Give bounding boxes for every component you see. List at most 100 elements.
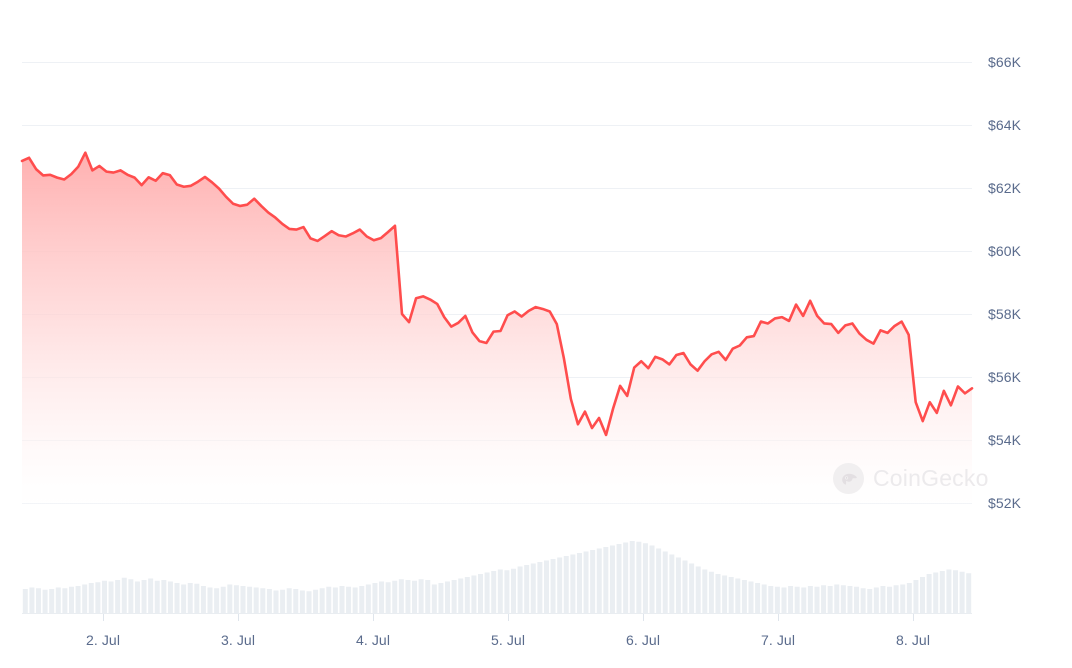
volume-bar[interactable]: [920, 577, 926, 613]
volume-bar[interactable]: [161, 580, 167, 613]
volume-bar[interactable]: [233, 585, 239, 613]
volume-bar[interactable]: [788, 586, 794, 613]
volume-bar[interactable]: [946, 569, 952, 614]
volume-bar[interactable]: [220, 586, 226, 613]
volume-bar[interactable]: [576, 553, 582, 613]
volume-bar[interactable]: [781, 587, 787, 614]
volume-bar[interactable]: [260, 588, 266, 613]
volume-bar[interactable]: [207, 587, 213, 614]
volume-bar[interactable]: [471, 575, 477, 614]
volume-bar[interactable]: [524, 565, 530, 613]
volume-bar[interactable]: [966, 573, 972, 613]
volume-bar[interactable]: [636, 541, 642, 613]
volume-bar[interactable]: [887, 586, 893, 613]
volume-bar[interactable]: [62, 588, 68, 613]
volume-bar[interactable]: [794, 586, 800, 613]
volume-bar[interactable]: [42, 589, 48, 613]
volume-bar[interactable]: [95, 582, 101, 613]
volume-bar[interactable]: [385, 582, 391, 613]
volume-bar[interactable]: [306, 591, 312, 613]
volume-bar[interactable]: [814, 586, 820, 613]
volume-bar[interactable]: [194, 583, 200, 613]
volume-bar[interactable]: [755, 583, 761, 613]
volume-bar[interactable]: [88, 583, 94, 613]
volume-bar[interactable]: [299, 590, 305, 614]
volume-bar[interactable]: [906, 583, 912, 613]
volume-bar[interactable]: [854, 586, 860, 613]
volume-bar[interactable]: [827, 586, 833, 613]
volume-bar[interactable]: [807, 586, 813, 613]
volume-bar[interactable]: [623, 542, 629, 614]
volume-bar[interactable]: [273, 590, 279, 614]
volume-bar[interactable]: [596, 548, 602, 614]
volume-bar[interactable]: [49, 589, 55, 613]
volume-bar[interactable]: [847, 586, 853, 613]
volume-bar[interactable]: [728, 577, 734, 613]
volume-bar[interactable]: [557, 557, 563, 614]
volume-bar[interactable]: [286, 588, 292, 613]
volume-bar[interactable]: [82, 584, 88, 614]
volume-bar[interactable]: [339, 586, 345, 613]
volume-bar[interactable]: [821, 585, 827, 613]
volume-bar[interactable]: [629, 541, 635, 613]
volume-bar[interactable]: [253, 587, 259, 614]
volume-bar[interactable]: [200, 586, 206, 613]
volume-bar[interactable]: [438, 583, 444, 613]
volume-bars[interactable]: [22, 541, 972, 614]
volume-bar[interactable]: [214, 588, 220, 613]
volume-bar[interactable]: [29, 587, 35, 614]
volume-bar[interactable]: [101, 580, 107, 613]
volume-bar[interactable]: [642, 543, 648, 613]
volume-bar[interactable]: [352, 587, 358, 614]
volume-bar[interactable]: [121, 577, 127, 613]
volume-bar[interactable]: [583, 551, 589, 614]
volume-bar[interactable]: [319, 588, 325, 613]
volume-bar[interactable]: [900, 584, 906, 614]
volume-bar[interactable]: [167, 581, 173, 614]
volume-bar[interactable]: [570, 554, 576, 614]
volume-bar[interactable]: [741, 580, 747, 613]
volume-bar[interactable]: [939, 571, 945, 613]
volume-bar[interactable]: [774, 586, 780, 613]
volume-bar[interactable]: [418, 579, 424, 613]
volume-bar[interactable]: [609, 545, 615, 614]
volume-bar[interactable]: [695, 566, 701, 614]
volume-bar[interactable]: [412, 580, 418, 613]
volume-bar[interactable]: [913, 580, 919, 613]
volume-bar[interactable]: [662, 551, 668, 614]
volume-bar[interactable]: [115, 580, 121, 613]
volume-bar[interactable]: [445, 581, 451, 614]
volume-bar[interactable]: [537, 562, 543, 613]
volume-bar[interactable]: [247, 586, 253, 613]
volume-bar[interactable]: [761, 584, 767, 614]
volume-bar[interactable]: [590, 550, 596, 613]
volume-bar[interactable]: [735, 578, 741, 614]
volume-bar[interactable]: [464, 577, 470, 613]
volume-bar[interactable]: [174, 583, 180, 613]
volume-bar[interactable]: [880, 586, 886, 613]
volume-bar[interactable]: [365, 584, 371, 614]
volume-bar[interactable]: [359, 586, 365, 613]
volume-bar[interactable]: [484, 572, 490, 614]
volume-bar[interactable]: [840, 585, 846, 613]
volume-bar[interactable]: [451, 580, 457, 613]
volume-bar[interactable]: [656, 548, 662, 614]
volume-bar[interactable]: [616, 544, 622, 613]
volume-bar[interactable]: [953, 570, 959, 613]
volume-bar[interactable]: [313, 589, 319, 613]
volume-bar[interactable]: [134, 581, 140, 614]
volume-bar[interactable]: [702, 569, 708, 614]
volume-bar[interactable]: [379, 581, 385, 614]
volume-bar[interactable]: [675, 557, 681, 614]
volume-bar[interactable]: [392, 580, 398, 613]
volume-bar[interactable]: [181, 584, 187, 614]
volume-bar[interactable]: [346, 586, 352, 613]
volume-bar[interactable]: [187, 583, 193, 613]
volume-bar[interactable]: [510, 568, 516, 613]
volume-bar[interactable]: [689, 563, 695, 614]
volume-bar[interactable]: [326, 586, 332, 613]
volume-bar[interactable]: [682, 560, 688, 614]
volume-bar[interactable]: [75, 586, 81, 613]
volume-bar[interactable]: [240, 586, 246, 613]
